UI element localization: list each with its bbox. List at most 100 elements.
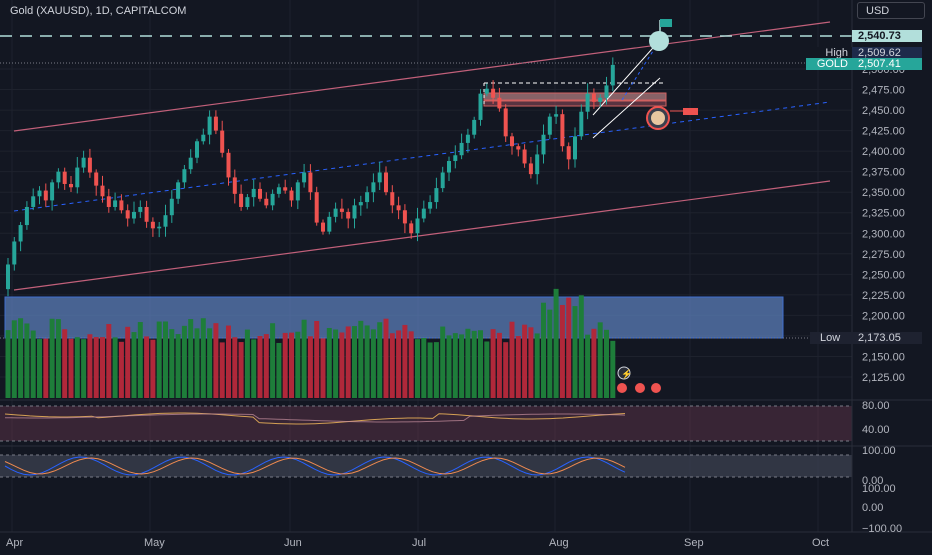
volume-bar <box>163 321 168 398</box>
candle-body <box>453 155 458 161</box>
candle-body <box>333 208 338 217</box>
price-tick-label: 2,425.00 <box>862 126 905 138</box>
volume-bar <box>43 338 49 398</box>
chart-title: Gold (XAUUSD), 1D, CAPITALCOM <box>10 5 187 17</box>
candle-body <box>510 136 514 147</box>
candle-body <box>188 157 193 170</box>
price-tick-label: 2,400.00 <box>862 146 905 158</box>
candle-body <box>24 206 29 226</box>
candle-body <box>358 202 363 206</box>
candle-body <box>150 221 155 229</box>
volume-bar <box>396 330 402 398</box>
target-price-tag: 2,540.73 <box>852 30 922 42</box>
volume-bar <box>169 329 175 398</box>
volume-bar <box>452 333 458 398</box>
candle-body <box>251 188 256 198</box>
candle-body <box>560 114 565 147</box>
candle-body <box>113 200 118 207</box>
candle-body <box>528 163 533 175</box>
candle-body <box>535 154 540 175</box>
channel-upper-line <box>13 21 831 132</box>
symbol-value-tag: 2,507.41 <box>852 58 922 70</box>
volume-bar <box>610 340 616 398</box>
candle-body <box>384 172 388 193</box>
volume-bar <box>326 327 332 398</box>
candle-body <box>31 196 36 207</box>
volume-bar <box>62 329 68 398</box>
time-tick-label: Oct <box>812 537 829 549</box>
volume-bar <box>314 320 320 398</box>
price-tick-label: 2,475.00 <box>862 85 905 97</box>
candle-body <box>591 93 596 102</box>
volume-bar <box>112 337 118 398</box>
indicator-tick-label: 0.00 <box>862 475 883 487</box>
candle-body <box>522 149 527 164</box>
volume-bar <box>408 331 414 398</box>
volume-bar <box>585 334 591 398</box>
price-tick-label: 2,450.00 <box>862 105 905 117</box>
price-tick-label: 2,375.00 <box>862 167 905 179</box>
volume-bar <box>478 330 483 398</box>
candle-body <box>201 134 206 142</box>
volume-bar <box>541 302 546 398</box>
candle-body <box>100 185 105 197</box>
candle-body <box>245 197 250 207</box>
candle-body <box>283 187 288 191</box>
candle-body <box>402 210 407 224</box>
candle-body <box>434 188 439 203</box>
volume-bar <box>553 288 559 398</box>
candle-body <box>258 188 262 199</box>
volume-bar <box>238 342 244 398</box>
candle-body <box>440 172 445 189</box>
volume-bar <box>49 318 55 398</box>
candle-body <box>566 146 571 160</box>
low-value-tag: 2,173.05 <box>852 332 922 344</box>
candle-body <box>176 182 181 199</box>
volume-bar <box>566 297 572 398</box>
volume-bar <box>118 341 124 398</box>
candle-body <box>314 192 319 223</box>
candle-body <box>220 130 225 153</box>
volume-bar <box>207 328 213 398</box>
volume-bar <box>402 324 408 398</box>
volume-bar <box>515 336 521 398</box>
volume-bar <box>339 332 345 398</box>
rsi-signal-line <box>4 413 626 423</box>
volume-bar <box>37 339 42 398</box>
volume-bar <box>389 333 395 398</box>
high-value-tag: 2,509.62 <box>852 47 922 59</box>
candle-body <box>157 226 162 229</box>
candle-body <box>295 182 300 201</box>
svg-text:⚡: ⚡ <box>621 368 632 380</box>
volume-bar <box>188 319 194 398</box>
resistance-zone-2 <box>483 100 667 107</box>
candle-body <box>87 157 92 173</box>
candle-body <box>346 211 351 219</box>
volume-bar <box>295 331 301 398</box>
flag-red <box>683 108 698 115</box>
volume-bar <box>597 322 603 398</box>
volume-bar <box>270 323 276 398</box>
volume-bar <box>559 304 565 398</box>
candle-body <box>352 205 357 219</box>
volume-bar <box>352 326 357 398</box>
indicator-tick-label: 100.00 <box>862 445 896 457</box>
currency-selector[interactable]: USD <box>857 2 925 19</box>
candle-body <box>478 93 483 120</box>
candle-body <box>81 157 86 168</box>
candle-body <box>239 193 244 207</box>
volume-bar <box>484 341 490 398</box>
candle-body <box>75 167 80 188</box>
candle-body <box>503 108 508 137</box>
low-label-tag: Low <box>810 332 852 344</box>
volume-bar <box>528 327 534 398</box>
volume-bar <box>459 334 465 398</box>
event-icon-1 <box>617 383 627 393</box>
volume-bar <box>421 337 427 398</box>
volume-bar <box>194 328 200 398</box>
candle-body <box>182 169 187 183</box>
candle-body <box>472 119 477 135</box>
volume-bar <box>232 337 238 398</box>
